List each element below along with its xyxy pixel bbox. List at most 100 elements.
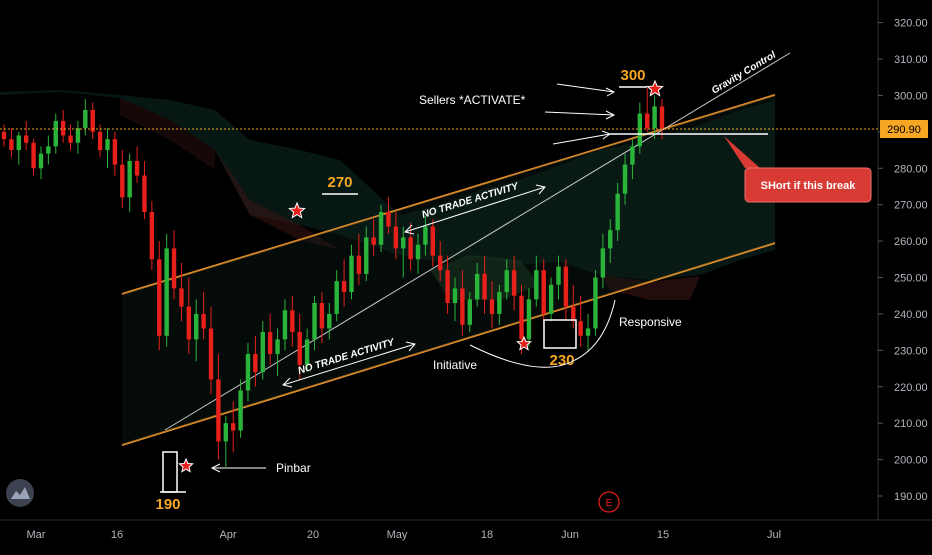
candle-body xyxy=(482,273,487,300)
y-tick-label: 230.00 xyxy=(894,345,928,357)
candle-body xyxy=(622,164,628,194)
star-icon xyxy=(516,335,532,351)
candle xyxy=(238,379,243,438)
candle-body xyxy=(585,328,591,336)
time-axis[interactable]: Mar 16 Apr 20 May 18 Jun 15 Jul xyxy=(27,529,782,541)
candle xyxy=(438,241,443,282)
candles-layer xyxy=(1,88,665,467)
x-tick-label: 18 xyxy=(481,529,493,541)
candle xyxy=(615,182,620,242)
y-tick-label: 310.00 xyxy=(894,54,928,66)
current-price-label: 290.90 xyxy=(887,124,921,136)
candle xyxy=(349,244,354,300)
candle xyxy=(179,262,184,322)
candle xyxy=(645,88,650,132)
candle xyxy=(548,277,554,322)
candle xyxy=(378,204,384,253)
candle xyxy=(504,259,509,300)
candle-body xyxy=(371,237,376,245)
candle-body xyxy=(290,310,295,333)
candle xyxy=(282,299,288,351)
candle-body xyxy=(16,135,21,151)
x-tick-label: Apr xyxy=(219,529,236,541)
channel-lower-line[interactable] xyxy=(121,242,776,446)
candle-body xyxy=(563,266,569,307)
candle xyxy=(216,353,221,460)
candle xyxy=(423,215,428,256)
candle xyxy=(194,299,199,362)
candle xyxy=(201,292,206,340)
candle-body xyxy=(401,237,406,249)
candle-body xyxy=(593,277,598,329)
price-axis[interactable]: 320.00310.00300.00290.00280.00270.00260.… xyxy=(878,18,928,503)
candle xyxy=(430,219,436,267)
candle-body xyxy=(149,211,155,260)
sellers-arrows xyxy=(544,83,616,145)
candle-body xyxy=(467,299,472,325)
candle xyxy=(127,153,132,212)
candle-body xyxy=(548,284,554,314)
earnings-marker[interactable] xyxy=(598,491,620,513)
candle xyxy=(593,270,598,336)
candle xyxy=(482,255,487,314)
y-tick-label: 320.00 xyxy=(894,18,928,30)
candle xyxy=(401,226,406,278)
candle-body xyxy=(430,226,436,256)
candle-body xyxy=(223,423,228,442)
candle xyxy=(253,335,258,387)
candle xyxy=(415,233,421,274)
candle-body xyxy=(659,106,665,129)
candle xyxy=(105,128,110,169)
candle-body xyxy=(526,299,532,340)
candle-body xyxy=(652,106,657,129)
candle-body xyxy=(645,113,650,129)
candle xyxy=(600,233,606,289)
x-tick-label: Mar xyxy=(27,529,46,541)
candle-body xyxy=(127,160,132,198)
candle-body xyxy=(408,237,413,260)
x-tick-label: 20 xyxy=(307,529,319,541)
candle xyxy=(267,313,273,365)
candle xyxy=(23,120,29,151)
candle-body xyxy=(349,255,354,293)
candle xyxy=(393,211,399,260)
candle-body xyxy=(238,390,243,431)
candle-body xyxy=(230,423,236,431)
candle-body xyxy=(578,321,583,336)
candle xyxy=(223,415,228,467)
short-callout[interactable]: SHort if this break xyxy=(724,136,872,203)
y-tick-label: 250.00 xyxy=(894,273,928,285)
candle xyxy=(460,270,465,336)
candle-body xyxy=(208,328,214,380)
sellers-label: Sellers *ACTIVATE* xyxy=(419,93,526,107)
candle xyxy=(164,233,169,347)
x-tick-label: Jul xyxy=(767,529,781,541)
candle xyxy=(334,270,339,322)
level-190-label: 190 xyxy=(155,496,180,513)
candle-body xyxy=(615,193,620,231)
candle-body xyxy=(46,146,51,154)
y-tick-label: 300.00 xyxy=(894,90,928,102)
candle xyxy=(445,255,450,314)
candle-body xyxy=(489,299,495,314)
candle-body xyxy=(534,270,539,300)
candle xyxy=(356,233,362,285)
candle xyxy=(364,226,369,282)
level-270-label: 270 xyxy=(327,174,352,191)
candle-body xyxy=(541,270,546,314)
candle-body xyxy=(608,230,613,249)
star-icon xyxy=(178,457,194,473)
candle xyxy=(120,150,125,209)
cloud-logo-icon[interactable] xyxy=(6,479,34,507)
candle-body xyxy=(312,302,317,340)
candle-body xyxy=(519,295,524,340)
candle-body xyxy=(571,306,576,322)
candle-body xyxy=(105,139,110,151)
box-230 xyxy=(543,319,577,349)
candle xyxy=(319,292,325,344)
candle xyxy=(511,255,517,311)
candle xyxy=(208,306,214,395)
gravity-control-line[interactable] xyxy=(164,52,791,431)
candle-body xyxy=(253,353,258,373)
